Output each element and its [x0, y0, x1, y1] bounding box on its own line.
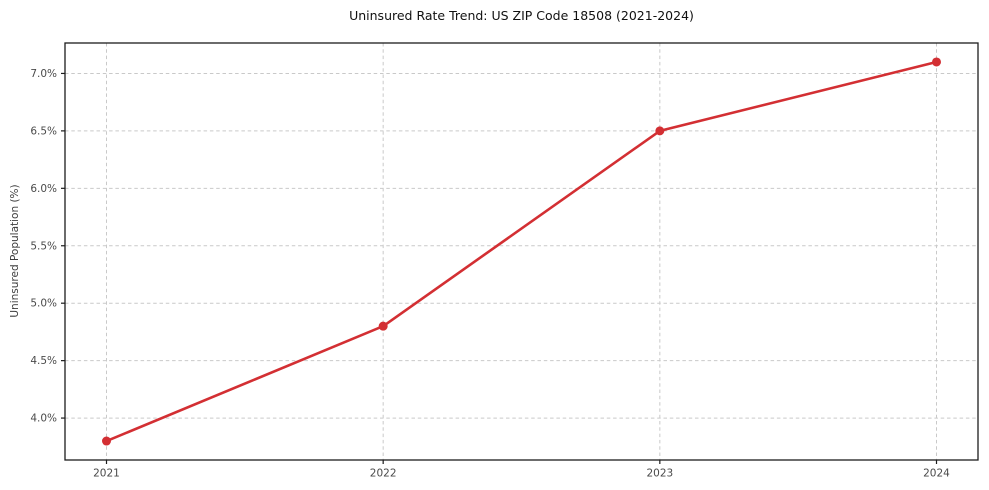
data-point [655, 126, 665, 136]
y-axis-tick-label: 4.5% [30, 355, 57, 367]
y-axis-tick-label: 6.0% [30, 183, 57, 195]
x-axis-tick-label: 2023 [646, 468, 673, 480]
plot-border [64, 42, 979, 461]
data-point [932, 57, 941, 67]
y-axis-tick-label: 7.0% [30, 68, 57, 80]
y-axis-tick-label: 5.5% [30, 240, 57, 252]
y-axis-tick-label: 4.0% [30, 413, 57, 425]
x-axis-tick-label: 2024 [923, 468, 950, 480]
y-axis-tick-label: 5.0% [30, 298, 57, 310]
x-axis-tick-label: 2021 [93, 468, 120, 480]
chart-title: Uninsured Rate Trend: US ZIP Code 18508 … [349, 8, 694, 23]
data-point [102, 436, 111, 446]
y-axis-tick-label: 6.5% [30, 125, 57, 137]
data-point [378, 321, 388, 331]
trend-line [105, 60, 938, 443]
x-axis-tick-label: 2022 [370, 468, 397, 480]
